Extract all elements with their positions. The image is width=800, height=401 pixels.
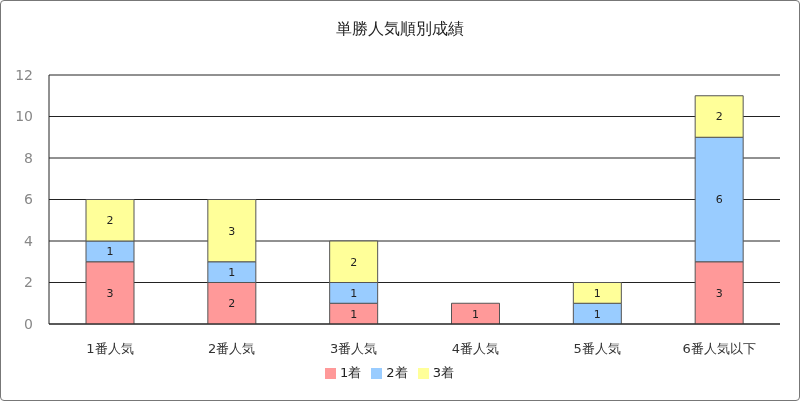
svg-text:1: 1: [350, 308, 357, 321]
svg-text:1: 1: [594, 287, 601, 300]
svg-text:1番人気: 1番人気: [86, 341, 133, 356]
svg-text:6番人気以下: 6番人気以下: [682, 341, 755, 356]
svg-text:3: 3: [107, 287, 114, 300]
svg-text:2番人気: 2番人気: [208, 341, 255, 356]
svg-text:2: 2: [716, 110, 723, 123]
svg-text:0: 0: [24, 316, 33, 332]
svg-text:6: 6: [716, 193, 723, 206]
svg-text:1: 1: [228, 266, 235, 279]
svg-text:2: 2: [228, 297, 235, 310]
svg-text:3: 3: [716, 287, 723, 300]
svg-text:3: 3: [228, 225, 235, 238]
html-text:2着: 2着: [386, 365, 408, 380]
html-text:3着: 3着: [432, 365, 454, 380]
html-text:1着: 1着: [340, 365, 362, 380]
svg-text:12: 12: [15, 67, 33, 83]
svg-text:4: 4: [24, 233, 33, 249]
svg-text:1: 1: [594, 308, 601, 321]
html-text:単勝人気順別成績: 単勝人気順別成績: [336, 19, 464, 38]
svg-text:10: 10: [15, 108, 33, 124]
svg-text:4番人気: 4番人気: [452, 341, 499, 356]
svg-text:6: 6: [24, 191, 33, 207]
svg-text:2: 2: [350, 256, 357, 269]
svg-text:2: 2: [107, 214, 114, 227]
svg-text:3番人気: 3番人気: [330, 341, 377, 356]
svg-text:1: 1: [472, 308, 479, 321]
svg-text:1: 1: [107, 245, 114, 258]
svg-text:5番人気: 5番人気: [574, 341, 621, 356]
svg-text:2: 2: [24, 274, 33, 290]
svg-text:1: 1: [350, 287, 357, 300]
svg-text:8: 8: [24, 150, 33, 166]
